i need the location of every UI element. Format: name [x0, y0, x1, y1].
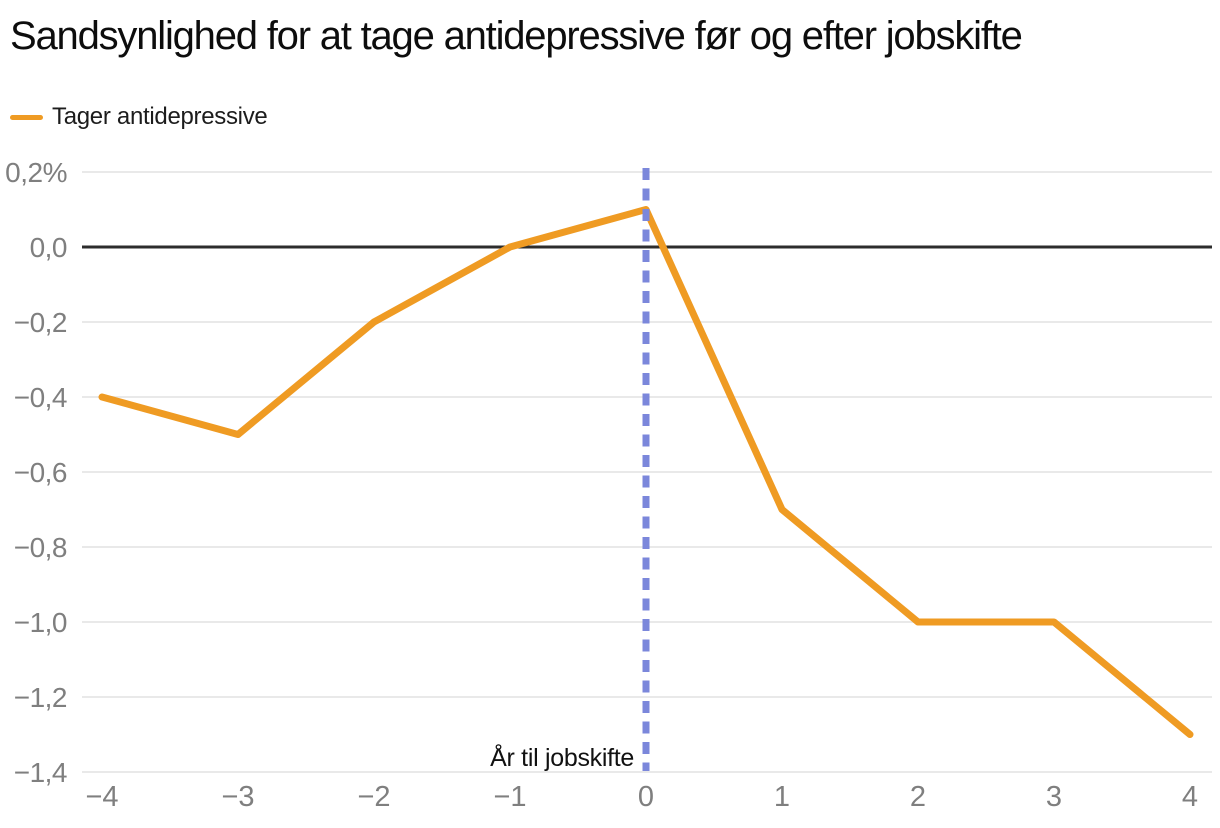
x-tick-label: −3	[221, 781, 254, 813]
x-tick-label: −2	[357, 781, 390, 813]
y-tick-label: 0,0	[30, 232, 67, 263]
y-tick-label: −0,4	[14, 382, 67, 413]
x-tick-label: 0	[638, 781, 654, 813]
chart-title: Sandsynlighed for at tage antidepressive…	[10, 14, 1023, 58]
x-tick-label: −4	[85, 781, 118, 813]
legend: Tager antidepressive	[10, 103, 268, 131]
x-tick-label: 2	[910, 781, 926, 813]
x-tick-label: −1	[493, 781, 526, 813]
y-tick-label: 0,2%	[5, 157, 67, 188]
y-tick-label: −1,0	[14, 607, 67, 638]
y-tick-label: −1,4	[14, 757, 67, 788]
y-tick-label: −0,2	[14, 307, 67, 338]
legend-label: Tager antidepressive	[52, 103, 268, 130]
legend-line-swatch	[10, 114, 43, 120]
x-tick-label: 4	[1182, 781, 1198, 813]
y-tick-label: −1,2	[14, 682, 67, 713]
y-tick-label: −0,6	[14, 457, 67, 488]
y-tick-label: −0,8	[14, 532, 67, 563]
x-tick-label: 1	[774, 781, 790, 813]
event-annotation: År til jobskifte	[490, 742, 634, 772]
x-tick-label: 3	[1046, 781, 1062, 813]
